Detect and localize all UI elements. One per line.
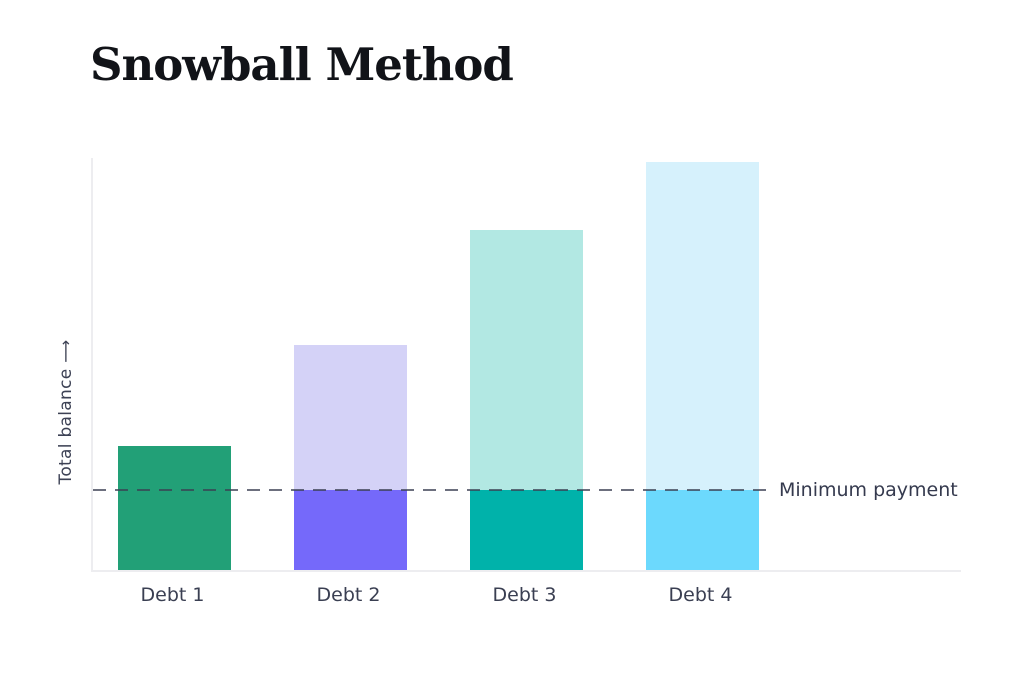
bar-segment-above-minimum-payment — [294, 345, 407, 490]
x-tick-label-debt-4: Debt 4 — [668, 584, 733, 606]
x-tick-label-debt-2: Debt 2 — [316, 584, 381, 606]
axis-direction-arrow-icon: ⟶ — [56, 339, 75, 363]
bar-segment-below-minimum-payment — [470, 490, 583, 570]
bar-debt-3 — [470, 230, 583, 570]
bar-segment-above-minimum-payment — [118, 446, 231, 490]
y-axis-label-text: Total balance — [56, 368, 76, 485]
bar-debt-1 — [118, 446, 231, 570]
bar-segment-below-minimum-payment — [646, 490, 759, 570]
bar-segment-below-minimum-payment — [294, 490, 407, 570]
bars-container — [93, 158, 759, 570]
x-axis-labels: Debt 1 Debt 2 Debt 3 Debt 4 — [91, 584, 757, 606]
minimum-payment-label: Minimum payment — [779, 479, 958, 501]
bar-segment-above-minimum-payment — [646, 162, 759, 490]
minimum-payment-dashed-line — [93, 489, 769, 491]
bar-debt-2 — [294, 345, 407, 570]
bar-segment-below-minimum-payment — [118, 490, 231, 570]
plot-area: Minimum payment — [91, 158, 961, 572]
x-tick-label-debt-3: Debt 3 — [492, 584, 557, 606]
y-axis-label: Total balance ⟶ — [56, 340, 76, 485]
bar-segment-above-minimum-payment — [470, 230, 583, 490]
page-title: Snowball Method — [90, 38, 514, 91]
x-tick-label-debt-1: Debt 1 — [140, 584, 205, 606]
bar-debt-4 — [646, 162, 759, 570]
